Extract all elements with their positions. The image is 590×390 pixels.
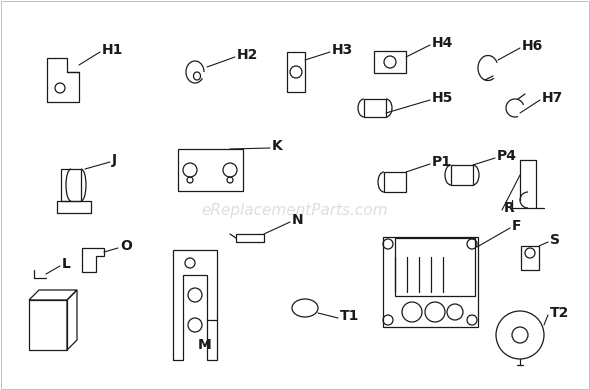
Text: N: N bbox=[292, 213, 304, 227]
Bar bbox=[374, 51, 406, 73]
Text: H7: H7 bbox=[542, 91, 563, 105]
Text: H4: H4 bbox=[432, 36, 453, 50]
Text: J: J bbox=[112, 153, 117, 167]
Text: K: K bbox=[272, 139, 283, 153]
Bar bbox=[364, 99, 386, 117]
Text: M: M bbox=[198, 338, 212, 352]
Text: R: R bbox=[504, 201, 514, 215]
Bar bbox=[384, 172, 406, 192]
Text: O: O bbox=[120, 239, 132, 253]
Text: eReplacementParts.com: eReplacementParts.com bbox=[202, 202, 388, 218]
Text: H2: H2 bbox=[237, 48, 258, 62]
Text: T2: T2 bbox=[550, 306, 569, 320]
Bar bbox=[178, 149, 242, 191]
Text: F: F bbox=[512, 219, 522, 233]
Bar bbox=[395, 238, 475, 296]
Text: P4: P4 bbox=[497, 149, 517, 163]
Text: T1: T1 bbox=[340, 309, 359, 323]
Text: H5: H5 bbox=[432, 91, 453, 105]
Bar bbox=[521, 246, 539, 270]
Text: P1: P1 bbox=[432, 155, 452, 169]
Bar bbox=[61, 169, 81, 201]
Bar bbox=[29, 300, 67, 350]
Text: S: S bbox=[550, 233, 560, 247]
Text: H3: H3 bbox=[332, 43, 353, 57]
Bar bbox=[382, 237, 477, 327]
Text: H1: H1 bbox=[102, 43, 123, 57]
Text: L: L bbox=[62, 257, 71, 271]
Bar bbox=[236, 234, 264, 242]
Text: H6: H6 bbox=[522, 39, 543, 53]
Bar bbox=[451, 165, 473, 185]
